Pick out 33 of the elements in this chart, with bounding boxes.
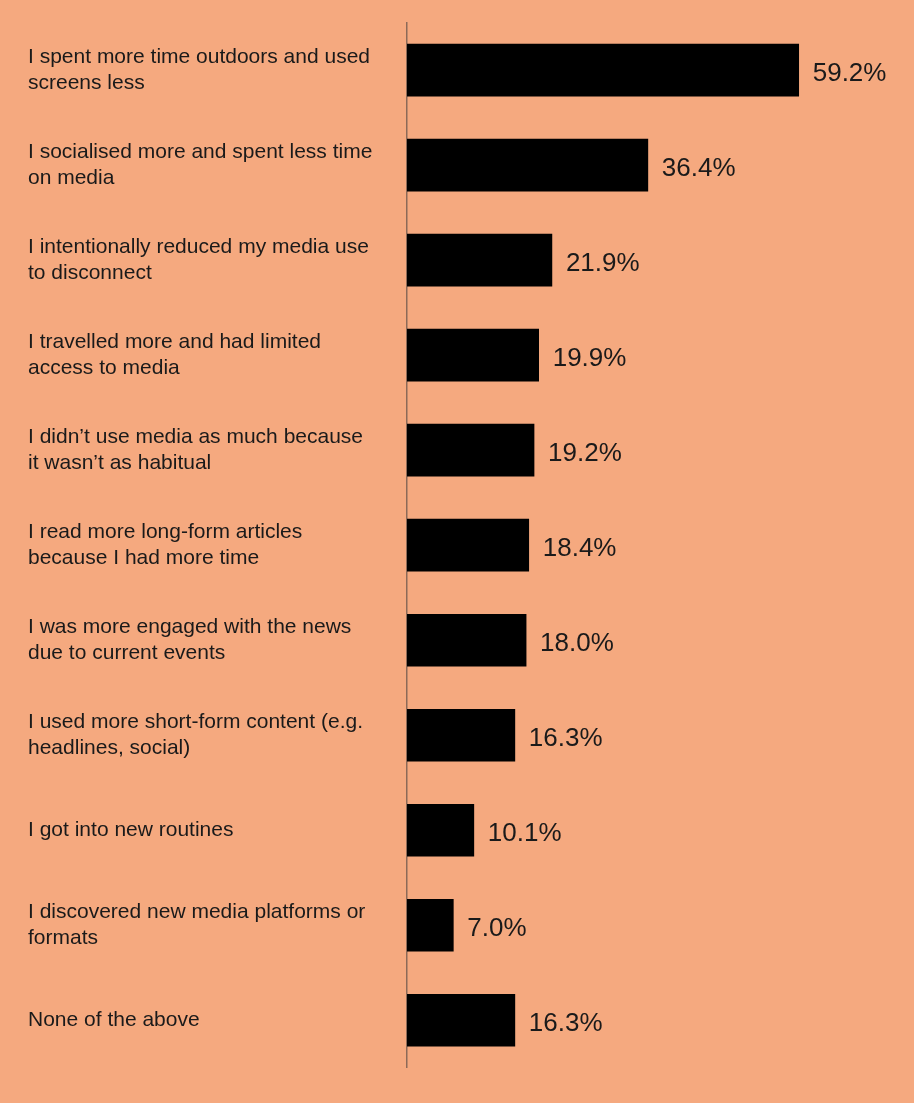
y-tick-label: I intentionally reduced my media use to disconnect: [28, 234, 369, 283]
bar: [407, 708, 516, 762]
data-label: 36.4%: [661, 152, 736, 183]
bar: [407, 613, 527, 667]
y-tick-label: I was more engaged with the news due to current events: [28, 614, 352, 663]
y-tick-label: I read more long-form articles because I had more time: [28, 519, 303, 568]
data-label: 18.0%: [540, 627, 614, 658]
y-tick-label: I got into new routines: [28, 817, 234, 841]
data-label: 19.2%: [548, 437, 622, 468]
y-tick-label: I spent more time outdoors and used screens less: [28, 44, 371, 93]
y-tick-label: I socialised more and spent less time on media: [28, 139, 373, 188]
y-tick-label: I used more short-form content (e.g. headlines, social): [28, 709, 363, 758]
bar: [407, 803, 475, 857]
bar: [407, 423, 535, 477]
bar: [407, 43, 800, 97]
data-label: 16.3%: [528, 722, 603, 753]
y-tick-label: I didn’t use media as much because it wasn’t as habitual: [28, 424, 364, 473]
data-label: 21.9%: [565, 247, 640, 278]
data-label: 10.1%: [487, 817, 562, 848]
y-tick-label: I discovered new media platforms or formats: [28, 899, 366, 948]
bar: [407, 518, 530, 572]
bar: [407, 993, 516, 1047]
bar: [407, 138, 649, 192]
data-label: 7.0%: [467, 912, 527, 943]
data-label: 19.9%: [552, 342, 627, 373]
y-tick-label: I travelled more and had limited access to media: [28, 329, 321, 378]
y-tick-label: None of the above: [28, 1007, 200, 1031]
bar: [407, 233, 553, 287]
bar: [407, 898, 454, 952]
data-label: 59.2%: [812, 57, 887, 88]
data-label: 18.4%: [542, 532, 617, 563]
data-label: 16.3%: [528, 1007, 603, 1038]
bar: [407, 328, 539, 382]
